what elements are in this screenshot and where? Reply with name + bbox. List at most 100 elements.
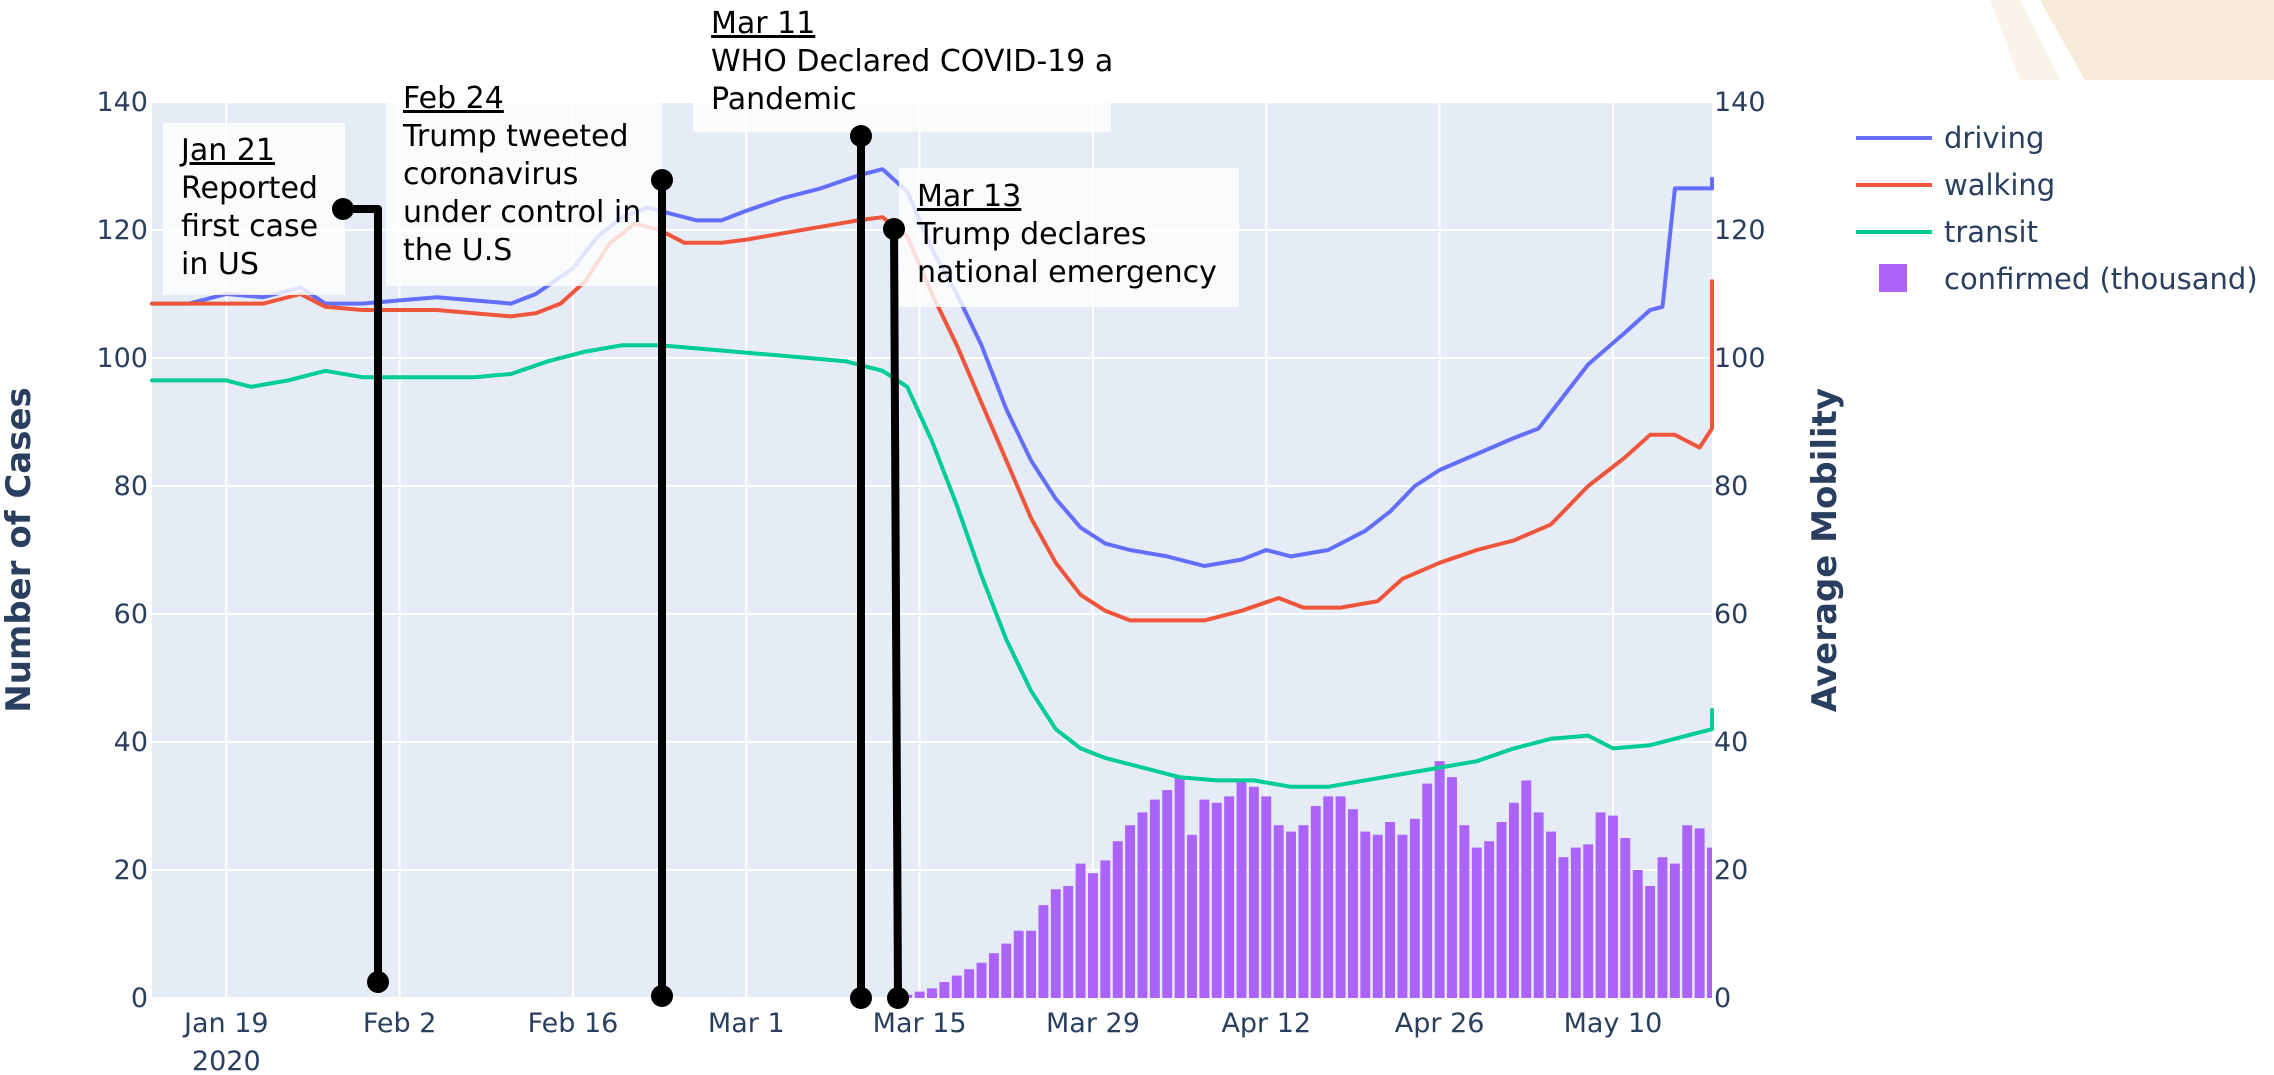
- y-tick-label: 80: [114, 471, 148, 502]
- legend-item-confirmed[interactable]: confirmed (thousand): [1879, 262, 2258, 296]
- confirmed-bar: [927, 988, 937, 998]
- confirmed-bar: [1471, 847, 1482, 998]
- annotation-marker: [332, 198, 354, 220]
- confirmed-bar: [1409, 818, 1420, 998]
- confirmed-bar: [1112, 841, 1123, 998]
- annotation-date: Feb 24: [403, 81, 504, 116]
- annotation-box: [693, 10, 1111, 132]
- y2-tick-label: 20: [1714, 855, 1748, 886]
- x-tick-sublabel: 2020: [192, 1046, 261, 1075]
- x-tick-label: Mar 15: [873, 1008, 967, 1039]
- annotation-text: WHO Declared COVID-19 a: [711, 44, 1113, 79]
- confirmed-bar: [1261, 796, 1272, 998]
- y2-tick-label: 100: [1714, 343, 1766, 374]
- confirmed-bars: [902, 761, 1712, 998]
- annotation-date: Mar 11: [711, 6, 815, 41]
- legend[interactable]: driving walking transit confirmed (thousand…: [1856, 121, 2258, 296]
- legend-swatch: [1879, 264, 1907, 292]
- y-axis-title: Number of Cases: [0, 387, 39, 713]
- legend-label: walking: [1944, 168, 2055, 202]
- confirmed-bar: [1149, 799, 1160, 998]
- confirmed-bar: [1187, 834, 1197, 998]
- confirmed-bar: [1348, 809, 1358, 998]
- annotation-date: Jan 21: [179, 133, 275, 168]
- confirmed-bar: [1323, 796, 1334, 998]
- confirmed-bar: [1075, 863, 1086, 998]
- legend-item-walking[interactable]: walking: [1856, 168, 2055, 202]
- y-tick-label: 20: [114, 855, 148, 886]
- x-tick-label: Apr 26: [1395, 1008, 1485, 1039]
- confirmed-bar: [1125, 825, 1136, 998]
- annotation-text: coronavirus: [403, 157, 578, 192]
- confirmed-bar: [1137, 812, 1148, 998]
- confirmed-bar: [1521, 780, 1532, 998]
- confirmed-bar: [1608, 815, 1618, 998]
- confirmed-bar: [1496, 822, 1507, 998]
- walking-line: [150, 215, 1714, 623]
- y-tick-label: 100: [96, 343, 148, 374]
- confirmed-bar: [1385, 822, 1396, 998]
- confirmed-bar: [1707, 847, 1712, 998]
- annotation-marker: [651, 985, 673, 1007]
- annotation-text: Reported: [181, 171, 318, 206]
- confirmed-bar: [1050, 889, 1061, 998]
- y2-axis-title: Average Mobility: [1805, 388, 1845, 712]
- x-tick-label: Feb 2: [363, 1008, 437, 1039]
- confirmed-bar: [914, 991, 925, 998]
- x-tick-label: May 10: [1564, 1008, 1663, 1039]
- annotation-text: under control in: [403, 195, 641, 230]
- y-tick-label: 40: [114, 727, 148, 758]
- confirmed-bar: [988, 953, 999, 998]
- y2-tick-label: 120: [1714, 215, 1766, 246]
- x-tick-label: Feb 16: [528, 1008, 619, 1039]
- confirmed-bar: [1632, 870, 1643, 998]
- confirmed-bar: [1583, 844, 1594, 998]
- confirmed-bar: [1174, 777, 1185, 998]
- annotation-text: Trump tweeted: [402, 119, 629, 154]
- legend-item-transit[interactable]: transit: [1856, 215, 2038, 249]
- y-axis-ticks: 0 20 40 60 80 100 120 140: [96, 87, 148, 1014]
- decorative-corner-shape-2: [2040, 0, 2274, 80]
- confirmed-bar: [1298, 825, 1309, 998]
- confirmed-bar: [1570, 847, 1581, 998]
- confirmed-bar: [1001, 943, 1012, 998]
- confirmed-bar: [1273, 825, 1284, 998]
- annotation-text: in US: [181, 247, 259, 282]
- confirmed-bar: [1360, 831, 1371, 998]
- y2-tick-label: 140: [1714, 87, 1766, 118]
- mobility-lines: [150, 167, 1714, 789]
- confirmed-bar: [1211, 802, 1222, 998]
- confirmed-bar: [1508, 802, 1519, 998]
- confirmed-bar: [1533, 812, 1544, 998]
- confirmed-bar: [1026, 930, 1036, 998]
- confirmed-bar: [1669, 863, 1680, 998]
- annotation-marker: [850, 125, 872, 147]
- confirmed-bar: [1248, 786, 1259, 998]
- confirmed-bar: [1447, 777, 1457, 998]
- annotation-text: national emergency: [917, 255, 1217, 290]
- confirmed-bar: [1484, 841, 1495, 998]
- driving-line: [150, 167, 1714, 568]
- confirmed-bar: [1236, 780, 1247, 998]
- y-tick-label: 140: [96, 87, 148, 118]
- x-tick-label: Mar 29: [1046, 1008, 1140, 1039]
- confirmed-bar: [1397, 834, 1408, 998]
- confirmed-bar: [1063, 886, 1074, 998]
- confirmed-bar: [1682, 825, 1693, 998]
- confirmed-bar: [1620, 838, 1631, 998]
- y2-axis-ticks: 0 20 40 60 80 100 120 140: [1714, 87, 1766, 1014]
- confirmed-bar: [1372, 834, 1383, 998]
- annotation-text: the U.S: [403, 233, 512, 268]
- annotation-arrow: [890, 228, 902, 999]
- legend-item-driving[interactable]: driving: [1856, 121, 2044, 155]
- annotation-date: Mar 13: [917, 179, 1021, 214]
- x-axis-ticks: Jan 19 2020 Feb 2 Feb 16 Mar 1 Mar 15 Mar 29 Ap…: [182, 1008, 1662, 1075]
- confirmed-bar: [951, 975, 962, 998]
- confirmed-bar: [964, 969, 975, 998]
- y2-tick-label: 80: [1714, 471, 1748, 502]
